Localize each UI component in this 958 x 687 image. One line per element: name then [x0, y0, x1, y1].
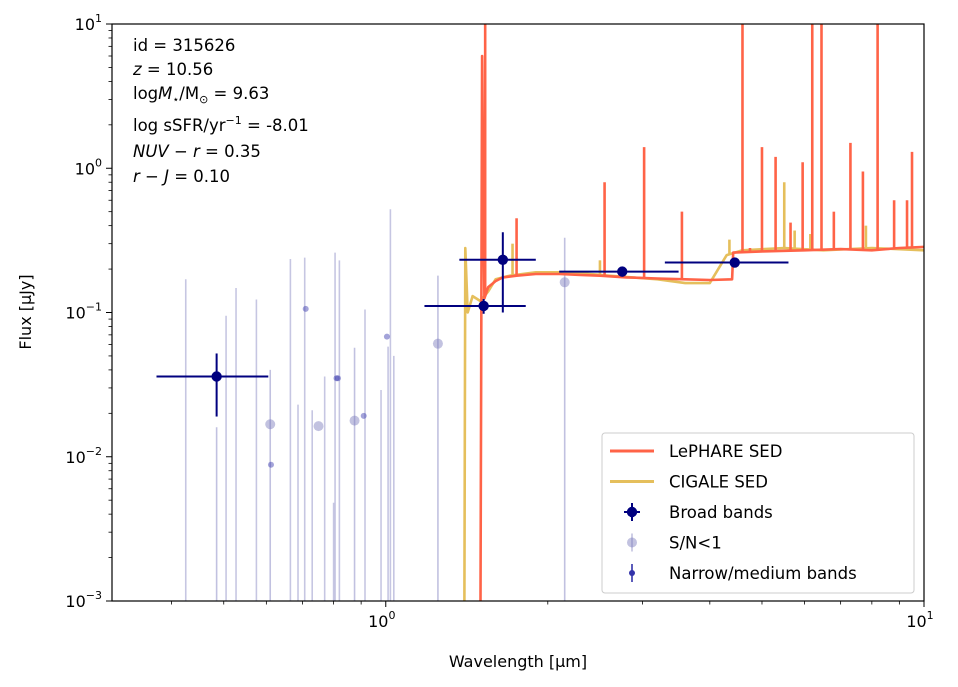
cigale-sed-curve — [463, 246, 924, 601]
annotation-ssfr: log sSFR/yr−1 = -8.01 — [133, 114, 309, 135]
y-tick-label-3: 100 — [75, 156, 102, 178]
legend-label-2: Broad bands — [669, 503, 773, 522]
annotation-r-j: r − J = 0.10 — [133, 167, 230, 186]
legend-label-4: Narrow/medium bands — [669, 564, 857, 583]
x-tick-label-1: 101 — [906, 609, 933, 631]
low-sn-point-3 — [349, 415, 360, 426]
y-tick-label-0: 10−3 — [65, 589, 102, 611]
low-sn-point-5 — [559, 277, 570, 288]
broad-band-point-4 — [729, 257, 740, 268]
legend-item-4: Narrow/medium bands — [629, 564, 857, 583]
broad-band-point-3 — [617, 266, 628, 277]
narrow-band-point-1 — [302, 305, 309, 312]
legend-item-1: CIGALE SED — [610, 473, 768, 492]
low-sn-point-4 — [432, 338, 443, 349]
info-annotation: id = 315626 z = 10.56 logM⋆/M⊙ = 9.63 lo… — [132, 36, 309, 186]
y-tick-label-2: 10−1 — [65, 301, 102, 323]
legend-swatch-point — [626, 506, 638, 518]
narrow-band-point-3 — [334, 375, 341, 382]
x-axis-label: Wavelength [μm] — [449, 652, 587, 671]
x-tick-label-0: 100 — [368, 609, 395, 631]
low-sn-point-1 — [265, 419, 276, 430]
annotation-id: id = 315626 — [133, 36, 235, 55]
y-tick-label-1: 10−2 — [65, 445, 102, 467]
y-axis-label: Flux [μJy] — [16, 274, 35, 349]
legend-label-1: CIGALE SED — [669, 473, 768, 492]
annotation-nuv-r: NUV − r = 0.35 — [133, 142, 261, 161]
broad-band-point-1 — [478, 300, 489, 312]
legend-item-0: LePHARE SED — [610, 442, 782, 461]
narrow-band-point-0 — [267, 461, 274, 468]
legend-item-2: Broad bands — [624, 503, 773, 522]
annotation-mass: logM⋆/M⊙ = 9.63 — [133, 84, 269, 106]
legend-label-3: S/N<1 — [669, 534, 722, 553]
legend-swatch-point — [627, 537, 637, 548]
narrow-band-point-5 — [383, 333, 390, 340]
legend-label-0: LePHARE SED — [669, 442, 782, 461]
series-layer — [156, 24, 924, 601]
annotation-redshift: z = 10.56 — [132, 60, 213, 79]
legend: LePHARE SED CIGALE SED Broad bands S/N<1 Nar… — [601, 432, 915, 594]
legend-swatch-point — [629, 570, 635, 576]
legend-item-3: S/N<1 — [627, 533, 722, 553]
axis-ticks: 10−3 10−2 10−1 100 101 100 101 — [65, 12, 933, 631]
low-sn-point-2 — [313, 421, 324, 432]
narrow-band-point-2 — [333, 375, 340, 382]
y-tick-label-4: 101 — [75, 12, 102, 34]
broad-band-point-0 — [211, 371, 222, 382]
broad-band-point-2 — [497, 254, 509, 265]
lephare-sed-curve — [479, 54, 924, 601]
narrow-band-point-4 — [360, 412, 367, 419]
legend-box — [601, 432, 915, 594]
